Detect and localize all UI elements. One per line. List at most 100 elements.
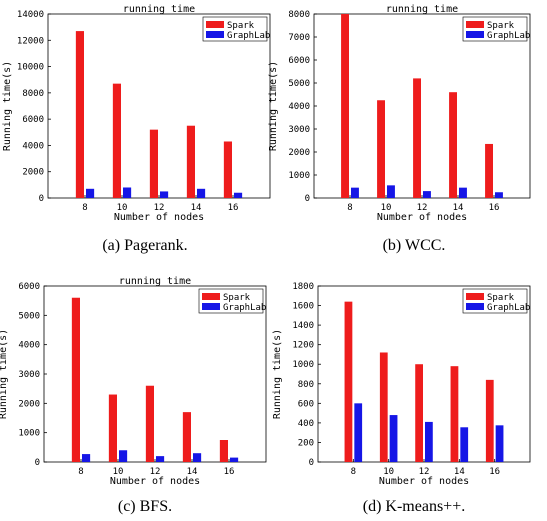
x-axis-label: Number of nodes bbox=[377, 212, 467, 223]
caption-b: (b) WCC. bbox=[383, 237, 446, 254]
graphlab-bar bbox=[234, 192, 243, 198]
chart-3: 0 200 400 600 800 1000 1200 1400 1600 1800 8 10 12 14… bbox=[272, 282, 531, 487]
y-tick-label: 3000 bbox=[288, 125, 310, 135]
y-axis-label: Running time(s) bbox=[0, 329, 9, 419]
plot-frame bbox=[317, 285, 531, 463]
spark-bar bbox=[145, 385, 154, 462]
legend-swatch-graphlab bbox=[466, 303, 484, 310]
y-tick-label: 4000 bbox=[22, 141, 44, 151]
x-axis-label: Number of nodes bbox=[110, 476, 200, 487]
caption-c: (c) BFS. bbox=[118, 498, 172, 515]
graphlab-bar bbox=[460, 427, 469, 462]
spark-bar bbox=[415, 364, 423, 462]
legend-label: GraphLab bbox=[223, 303, 266, 313]
spark-bar bbox=[112, 83, 121, 198]
legend-swatch-graphlab bbox=[466, 31, 484, 38]
y-tick-label: 6000 bbox=[18, 282, 40, 292]
graphlab-bar bbox=[423, 191, 431, 198]
graphlab-bar bbox=[156, 456, 165, 462]
legend-label: Spark bbox=[223, 293, 251, 303]
y-tick-label: 1600 bbox=[292, 302, 314, 312]
caption-d: (d) K-means++. bbox=[363, 498, 465, 515]
y-tick-label: 0 bbox=[305, 194, 310, 204]
spark-bar bbox=[149, 129, 158, 198]
chart-title: running time bbox=[123, 4, 195, 15]
x-tick-label: 12 bbox=[419, 467, 430, 477]
x-tick-label: 10 bbox=[113, 467, 124, 477]
x-tick-label: 8 bbox=[78, 467, 83, 477]
y-tick-label: 7000 bbox=[288, 33, 310, 43]
graphlab-bar bbox=[495, 425, 504, 462]
chart-title: running time bbox=[386, 4, 458, 15]
y-tick-label: 4000 bbox=[18, 341, 40, 351]
y-tick-label: 6000 bbox=[288, 56, 310, 66]
y-tick-label: 2000 bbox=[288, 148, 310, 158]
x-tick-label: 8 bbox=[347, 203, 352, 213]
spark-bar bbox=[219, 440, 228, 462]
chart-0: 0 2000 4000 6000 8000 10000 12000 14000 8 10 12 14 1… bbox=[2, 4, 271, 223]
y-tick-label: 1000 bbox=[292, 360, 314, 370]
y-tick-label: 0 bbox=[39, 194, 44, 204]
x-tick-label: 10 bbox=[117, 203, 128, 213]
spark-bar bbox=[413, 78, 421, 198]
legend-swatch-spark bbox=[206, 21, 224, 28]
y-tick-label: 2000 bbox=[22, 168, 44, 178]
spark-bar bbox=[341, 14, 349, 198]
legend-label: Spark bbox=[487, 21, 515, 31]
legend-label: Spark bbox=[487, 293, 515, 303]
x-axis-label: Number of nodes bbox=[114, 212, 204, 223]
x-tick-label: 12 bbox=[417, 203, 428, 213]
legend-label: Spark bbox=[227, 21, 255, 31]
graphlab-bar bbox=[425, 421, 433, 462]
spark-bar bbox=[108, 394, 117, 462]
graphlab-bar bbox=[495, 192, 503, 198]
x-tick-label: 10 bbox=[383, 467, 394, 477]
y-tick-label: 3000 bbox=[18, 370, 40, 380]
y-tick-label: 5000 bbox=[18, 311, 40, 321]
x-tick-label: 14 bbox=[191, 203, 202, 213]
y-tick-label: 4000 bbox=[288, 102, 310, 112]
x-tick-label: 12 bbox=[154, 203, 165, 213]
legend-swatch-spark bbox=[202, 293, 220, 300]
plot-frame bbox=[313, 13, 531, 199]
y-tick-label: 600 bbox=[298, 399, 314, 409]
legend-label: GraphLab bbox=[487, 303, 530, 313]
x-tick-label: 8 bbox=[82, 203, 87, 213]
y-tick-label: 10000 bbox=[17, 63, 44, 73]
y-tick-label: 2000 bbox=[18, 399, 40, 409]
y-tick-label: 8000 bbox=[288, 10, 310, 20]
y-tick-label: 1800 bbox=[292, 282, 314, 292]
x-tick-label: 16 bbox=[224, 467, 235, 477]
y-axis-label: Running time(s) bbox=[2, 61, 13, 151]
graphlab-bar bbox=[119, 450, 128, 462]
y-axis-label: Running time(s) bbox=[272, 329, 283, 419]
x-tick-label: 8 bbox=[351, 467, 356, 477]
x-tick-label: 10 bbox=[381, 203, 392, 213]
spark-bar bbox=[485, 379, 494, 462]
graphlab-bar bbox=[387, 185, 395, 198]
y-tick-label: 200 bbox=[298, 438, 314, 448]
spark-bar bbox=[485, 143, 493, 198]
y-axis-label: Running time(s) bbox=[268, 61, 279, 151]
y-tick-label: 12000 bbox=[17, 36, 44, 46]
spark-bar bbox=[75, 31, 84, 199]
legend-swatch-spark bbox=[466, 21, 484, 28]
y-tick-label: 8000 bbox=[22, 89, 44, 99]
spark-bar bbox=[377, 100, 385, 198]
graphlab-bar bbox=[230, 457, 239, 462]
y-tick-label: 5000 bbox=[288, 79, 310, 89]
graphlab-bar bbox=[123, 187, 132, 198]
y-tick-label: 1200 bbox=[292, 341, 314, 351]
y-tick-label: 800 bbox=[298, 380, 314, 390]
y-tick-label: 400 bbox=[298, 419, 314, 429]
y-tick-label: 1000 bbox=[288, 171, 310, 181]
y-tick-label: 0 bbox=[309, 458, 314, 468]
x-tick-label: 16 bbox=[489, 203, 500, 213]
legend-swatch-spark bbox=[466, 293, 484, 300]
legend-label: GraphLab bbox=[227, 31, 270, 41]
spark-bar bbox=[379, 352, 388, 462]
